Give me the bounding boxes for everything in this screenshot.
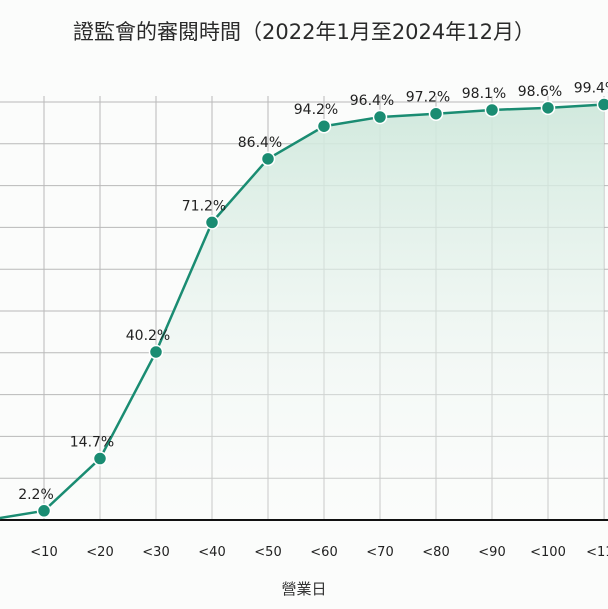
data-label: 98.1%	[462, 86, 506, 102]
data-point	[316, 118, 332, 134]
x-tick-label: <10	[30, 545, 57, 560]
data-points	[36, 97, 608, 519]
data-label: 2.2%	[18, 487, 54, 503]
area-fill-path	[0, 104, 604, 520]
x-tick-label: <60	[310, 545, 337, 560]
data-label: 71.2%	[182, 198, 226, 214]
x-tick-labels: <10 <20 <30 <40 <50 <60 <70 <80 <90 <100 <110	[30, 545, 608, 560]
x-tick-label: <20	[86, 545, 113, 560]
data-label: 98.6%	[518, 84, 562, 100]
x-tick-label: <80	[422, 545, 449, 560]
data-point	[540, 100, 556, 116]
data-point	[148, 344, 164, 360]
area-fill	[0, 104, 604, 520]
data-label: 86.4%	[238, 135, 282, 151]
data-label: 14.7%	[70, 435, 114, 451]
x-axis-label: 營業日	[281, 580, 327, 598]
series-line-path	[0, 103, 605, 520]
x-tick-label: <40	[198, 545, 225, 560]
x-tick-label: <70	[366, 545, 393, 560]
data-point	[372, 109, 388, 125]
data-label: 94.2%	[294, 102, 338, 118]
x-tick-label: <110	[586, 545, 608, 560]
data-point	[260, 151, 276, 167]
x-tick-label: <100	[530, 545, 566, 560]
data-point	[36, 503, 52, 519]
data-point	[204, 215, 220, 230]
x-tick-label: <50	[254, 545, 281, 560]
data-label: 40.2%	[126, 328, 170, 344]
series-line	[0, 103, 605, 520]
data-point	[428, 106, 444, 121]
data-point	[92, 451, 108, 466]
data-labels: 0.0%2.2%14.7%40.2%71.2%86.4%94.2%96.4%97…	[18, 81, 608, 503]
data-point	[596, 97, 608, 112]
data-label: 96.4%	[350, 93, 394, 109]
data-label: 97.2%	[406, 90, 450, 106]
data-point	[484, 102, 500, 118]
x-tick-label: <90	[478, 545, 505, 560]
chart-title: 證監會的審閱時間（2022年1月至2024年12月）	[73, 20, 535, 44]
data-label: 99.4%	[574, 81, 608, 97]
x-tick-label: <30	[142, 545, 169, 560]
